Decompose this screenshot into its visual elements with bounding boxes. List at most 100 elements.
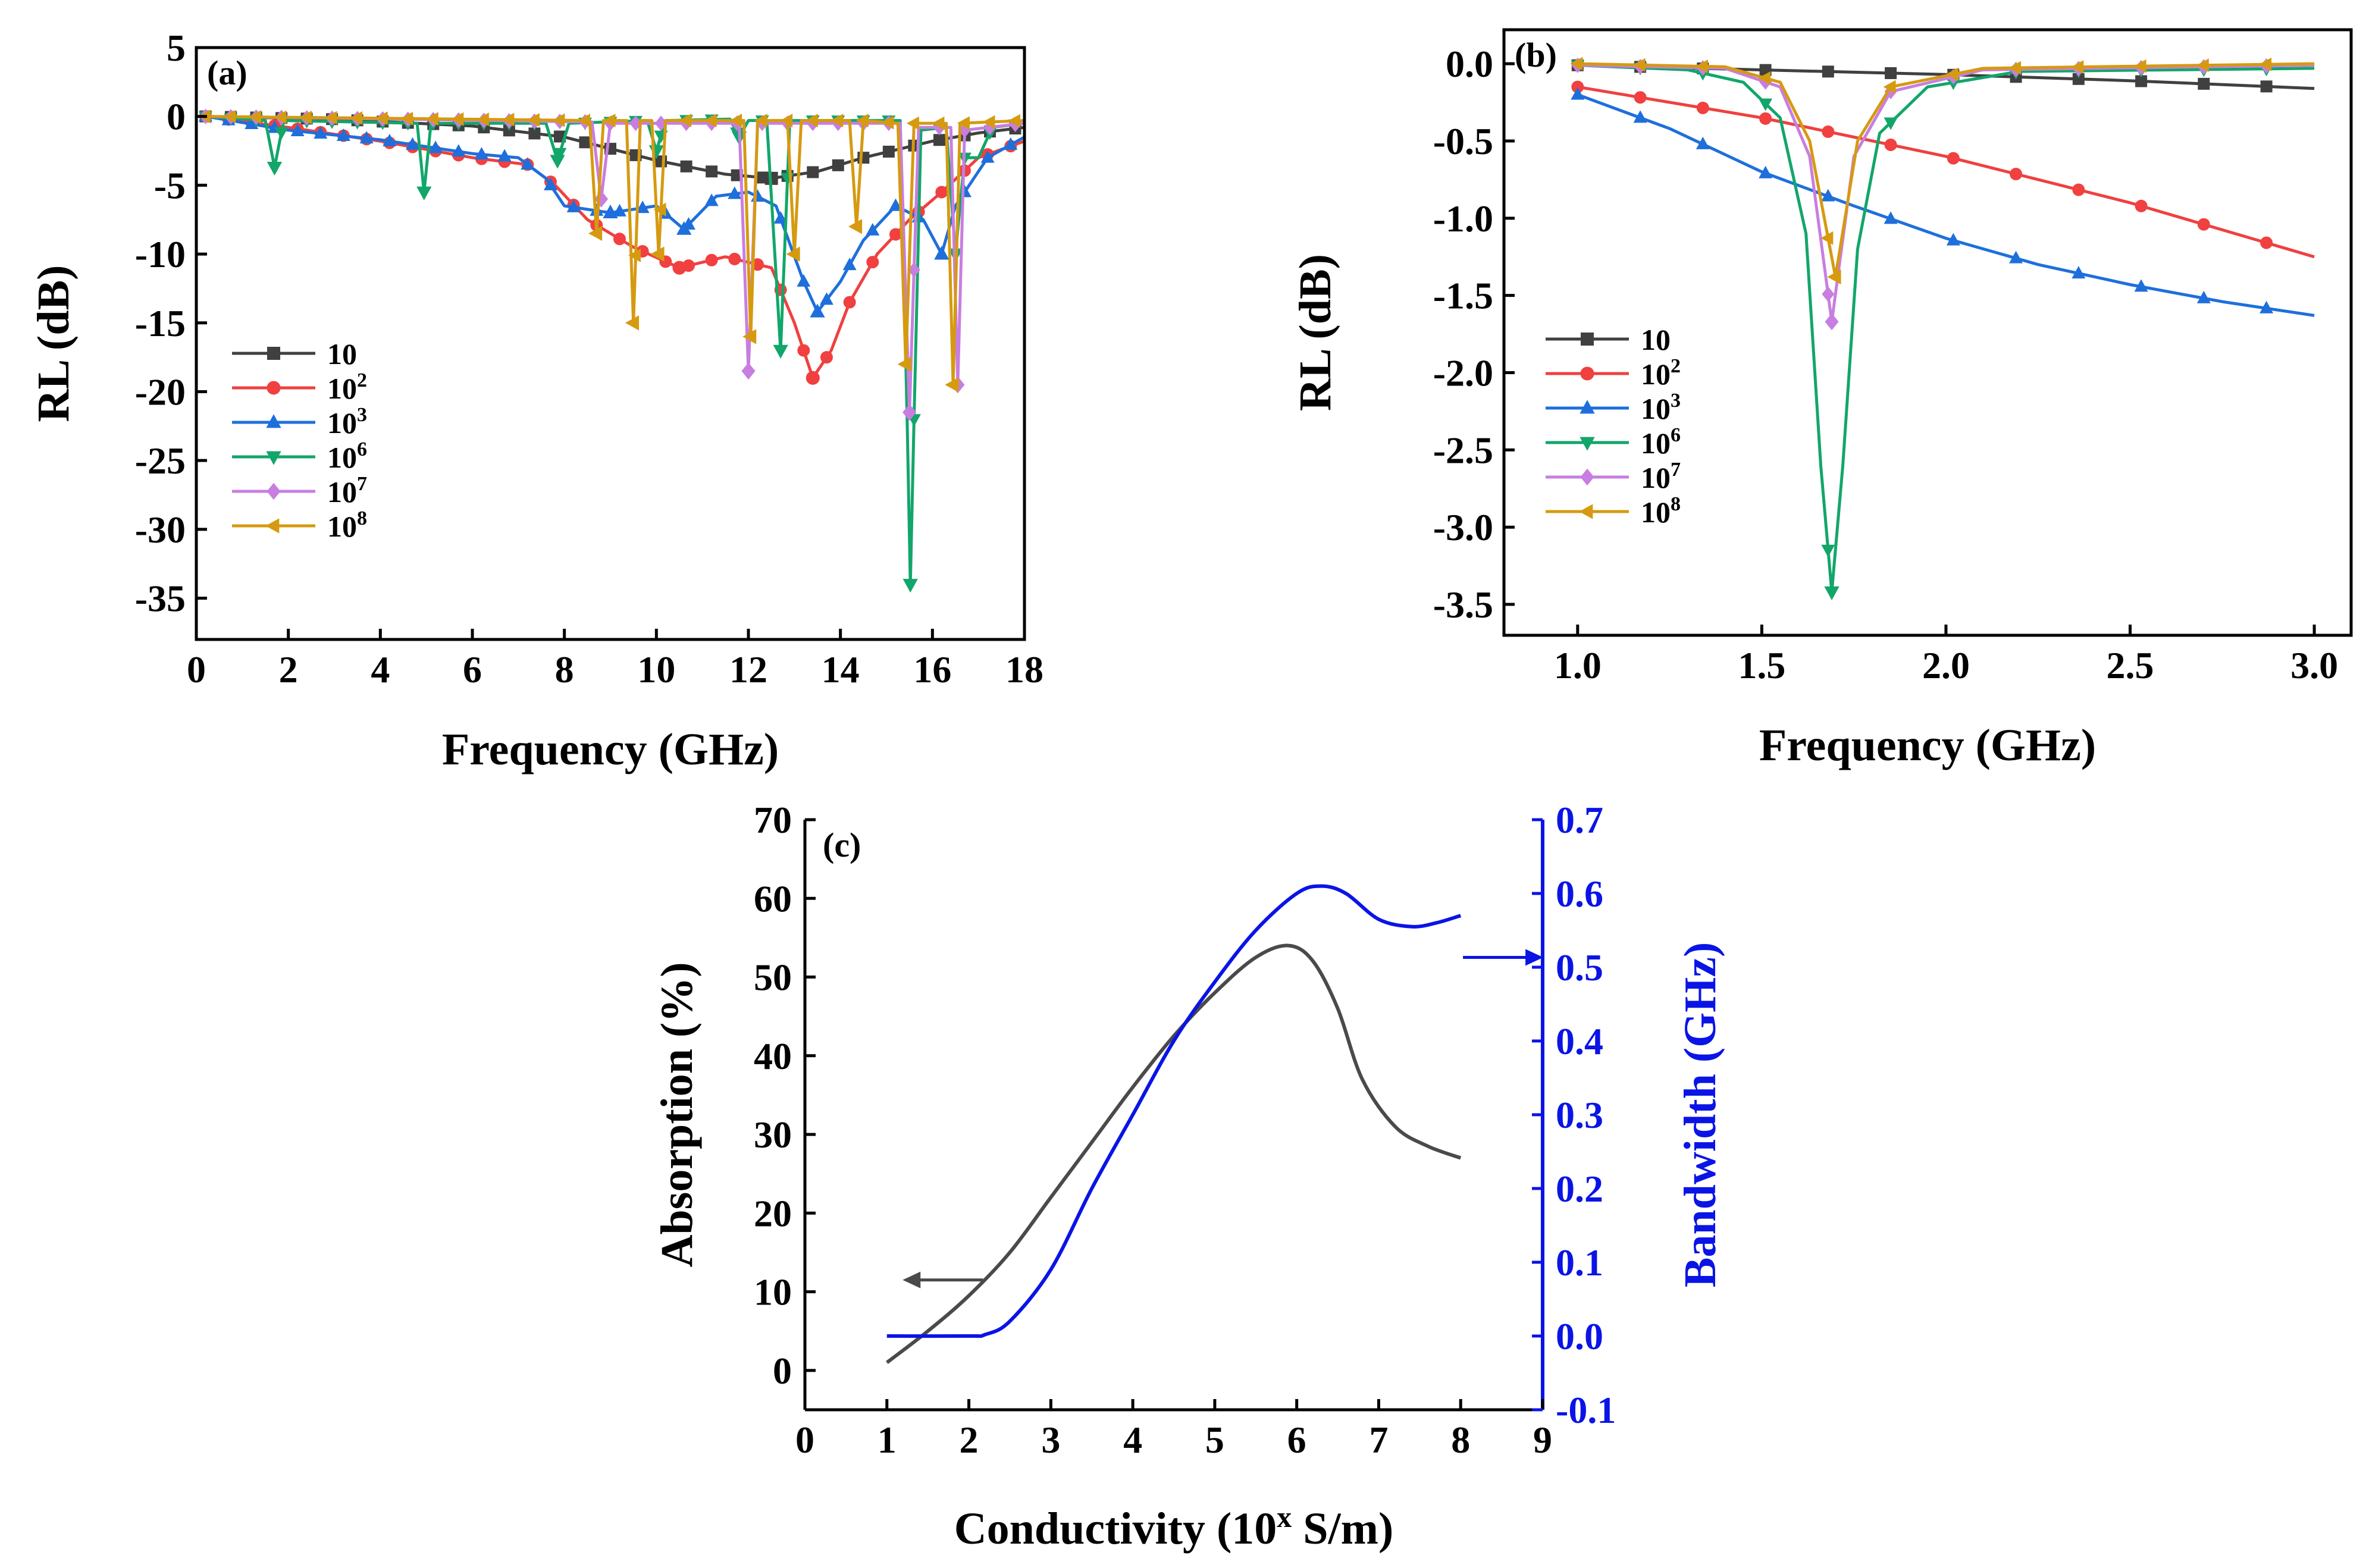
series-line-107 bbox=[205, 115, 1024, 414]
legend-marker bbox=[1580, 400, 1595, 414]
marker-108 bbox=[704, 114, 717, 128]
legend-item-107: 107 bbox=[232, 473, 367, 509]
y-right-tick-label: 0.1 bbox=[1556, 1241, 1603, 1284]
x-tick-label: 6 bbox=[1287, 1419, 1306, 1461]
curve-absorption bbox=[885, 943, 1462, 1364]
marker-108 bbox=[653, 202, 666, 217]
marker-103 bbox=[452, 144, 466, 157]
marker-dip-108 bbox=[945, 377, 959, 393]
series-2-103 bbox=[1571, 87, 2315, 317]
marker-102 bbox=[2072, 183, 2085, 196]
marker-108 bbox=[2259, 57, 2272, 71]
y-tick-label: -30 bbox=[135, 509, 186, 551]
marker-103 bbox=[428, 140, 443, 153]
x-tick-label: 2.0 bbox=[1922, 644, 1970, 686]
legend-label: 108 bbox=[1641, 493, 1681, 529]
marker-102 bbox=[1947, 152, 1960, 165]
marker-dip-108 bbox=[625, 315, 640, 331]
legend-marker bbox=[1580, 366, 1594, 381]
y-tick-label: -3.5 bbox=[1433, 584, 1493, 626]
plot-frame bbox=[1502, 28, 2353, 637]
marker-106 bbox=[274, 127, 289, 140]
series-4-107 bbox=[199, 108, 1024, 421]
marker-dip-108 bbox=[650, 246, 665, 262]
legend-marker bbox=[1580, 468, 1594, 486]
marker-108 bbox=[679, 114, 692, 128]
legend-marker bbox=[1579, 504, 1593, 519]
marker-106 bbox=[1821, 544, 1835, 557]
y-tick-label: 10 bbox=[754, 1271, 792, 1313]
marker-10 bbox=[528, 127, 541, 140]
marker-103 bbox=[2196, 290, 2211, 303]
marker-dip-106 bbox=[1824, 586, 1839, 601]
legend-label: 10 bbox=[1641, 323, 1671, 356]
legend-label: 10 bbox=[327, 337, 357, 371]
x-tick-label: 7 bbox=[1369, 1419, 1388, 1461]
marker-108 bbox=[831, 114, 844, 128]
legend-item-103: 103 bbox=[232, 404, 367, 440]
marker-108 bbox=[425, 112, 438, 126]
legend-exponent: 8 bbox=[1671, 493, 1681, 515]
series-4-107 bbox=[1571, 57, 2315, 331]
marker-103 bbox=[980, 150, 995, 163]
y-right-tick-label: 0.7 bbox=[1556, 799, 1603, 841]
marker-102 bbox=[613, 233, 626, 246]
marker-106 bbox=[1884, 117, 1898, 130]
marker-108 bbox=[1632, 58, 1646, 72]
marker-102 bbox=[1884, 138, 1897, 151]
marker-108 bbox=[527, 113, 540, 127]
x-tick-label: 10 bbox=[637, 648, 675, 691]
marker-108 bbox=[375, 111, 388, 126]
legend-exponent: 2 bbox=[357, 369, 367, 391]
marker-108 bbox=[1008, 114, 1021, 128]
y-tick-label: 60 bbox=[754, 877, 792, 920]
marker-102 bbox=[866, 256, 879, 269]
x-tick-label: 4 bbox=[1123, 1419, 1142, 1461]
marker-102 bbox=[843, 296, 856, 309]
marker-103 bbox=[773, 211, 788, 224]
y-tick-label: 50 bbox=[754, 957, 792, 999]
marker-102 bbox=[2135, 199, 2148, 212]
series-1-102 bbox=[1571, 80, 2315, 259]
y-tick-label: 70 bbox=[754, 799, 792, 841]
marker-102 bbox=[889, 228, 902, 241]
marker-103 bbox=[314, 126, 328, 139]
marker-108 bbox=[881, 115, 894, 130]
marker-dip-106 bbox=[550, 155, 565, 169]
marker-103 bbox=[566, 199, 581, 212]
marker-103 bbox=[336, 128, 350, 142]
x-axis-exponent: x bbox=[1277, 1500, 1292, 1533]
y-tick-label: -5 bbox=[154, 164, 186, 206]
marker-102 bbox=[1759, 112, 1772, 125]
marker-dip-108 bbox=[588, 225, 603, 242]
y-tick-label: -15 bbox=[135, 302, 186, 344]
marker-103 bbox=[290, 123, 305, 136]
marker-103 bbox=[1004, 137, 1018, 150]
y-tick-label: -20 bbox=[135, 371, 186, 413]
marker-103 bbox=[2009, 250, 2023, 264]
arrow-left bbox=[902, 1271, 983, 1288]
y-tick-label: 20 bbox=[754, 1192, 792, 1234]
marker-108 bbox=[552, 113, 565, 127]
marker-103 bbox=[245, 117, 259, 130]
marker-10 bbox=[1822, 65, 1834, 78]
x-tick-label: 1.5 bbox=[1738, 644, 1785, 686]
panel-b-rl-vs-frequency-zoom: 1.0 1.5 2.0 2.5 3.0 0.0 -0.5 -1.0 -1.5 -2.0 -2.5 -3… bbox=[1290, 28, 2353, 770]
legend-marker bbox=[265, 518, 280, 534]
marker-108 bbox=[1820, 231, 1834, 245]
arrow-head bbox=[1525, 949, 1544, 966]
marker-108 bbox=[2133, 59, 2146, 73]
series-line-108 bbox=[1577, 62, 2315, 278]
x-axis-title: Frequency (GHz) bbox=[442, 725, 779, 774]
legend-exponent: 2 bbox=[1671, 355, 1681, 377]
y-right-tick-label: -0.1 bbox=[1556, 1389, 1616, 1431]
marker-108 bbox=[754, 114, 767, 128]
x-tick-label: 6 bbox=[463, 648, 482, 691]
marker-102 bbox=[2197, 218, 2210, 231]
marker-108 bbox=[2071, 60, 2084, 74]
arrow-head bbox=[902, 1271, 921, 1288]
marker-108 bbox=[451, 112, 464, 126]
marker-103 bbox=[1759, 165, 1773, 178]
marker-103 bbox=[1696, 136, 1710, 149]
marker-103 bbox=[1884, 211, 1898, 224]
